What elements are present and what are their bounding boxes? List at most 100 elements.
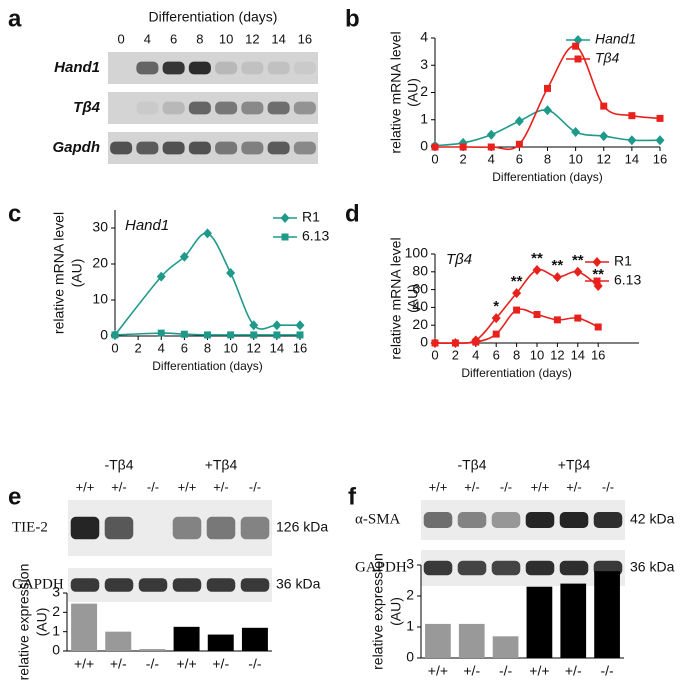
marker [572,42,580,50]
x-tick-label: 10 [568,151,582,166]
marker [593,277,601,285]
blot-band [188,141,211,155]
marker [296,331,304,339]
marker [111,331,119,339]
significance: ** [552,257,564,274]
row-label: Hand1 [54,59,100,76]
x-axis-label: Differentiation (days) [492,170,603,184]
lane-label: +/+ [429,479,448,494]
blot-title: Differentiation (days) [149,9,278,25]
marker [592,257,602,267]
row-label: TIE-2 [12,519,48,535]
x-tick-label: 6 [493,347,500,362]
lane-label: 0 [118,31,125,46]
blot-band [240,578,270,592]
marker [574,55,582,63]
x-tick-label: 0 [111,340,118,355]
blot-band [104,516,134,540]
y-axis-label: (AU) [69,259,85,288]
blot-band [215,101,238,115]
series-line [114,232,300,336]
x-tick-label: 16 [591,347,605,362]
blot-band [206,516,236,540]
marker [515,140,523,148]
marker [552,272,562,283]
y-axis-label: relative mRNA level [51,212,67,334]
bar [139,649,166,651]
bar [458,623,485,658]
x-tick-label: +/- [212,656,229,672]
marker [280,213,290,223]
marker [451,339,459,347]
blot-band [104,578,134,592]
blot-band [162,141,185,155]
blot-band [293,61,316,75]
panel-letter: c [8,200,21,227]
marker [459,143,467,151]
x-tick-label: 16 [653,151,667,166]
blot-band [162,101,185,115]
x-tick-label: 12 [550,347,564,362]
bar [105,631,132,651]
blot-band [188,101,211,115]
marker [487,143,495,151]
blot-band [240,516,270,540]
row-label: GAPDH [355,559,407,575]
y-tick-label: 3 [52,584,60,600]
blot-band [241,101,264,115]
significance: ** [511,273,523,290]
lane-label: -/- [602,479,614,494]
blot-band [423,560,453,576]
legend-label: 6.13 [614,272,641,288]
lane-label: +/+ [76,479,95,494]
y-tick-label: 20 [412,316,428,332]
y-axis-label: (AU) [388,597,404,626]
y-tick-label: 1 [420,110,428,126]
blot-band [525,512,555,528]
blot-band [172,578,202,592]
panel-letter: b [345,5,360,32]
y-tick-label: 0 [100,327,108,343]
bar [526,586,553,658]
x-tick-label: 16 [293,340,307,355]
size-label: 36 kDa [276,576,321,592]
marker [512,288,522,299]
x-tick-label: 8 [544,151,551,166]
panel-letter: e [8,483,21,510]
annotation: Hand1 [125,217,169,234]
blot-band [215,61,238,75]
marker [574,314,582,322]
y-tick-label: 3 [406,556,414,572]
y-tick-label: 3 [420,56,428,72]
x-axis-label: Differentiation (days) [461,366,572,380]
lane-label: 10 [219,31,233,46]
blot-band [491,560,521,576]
x-tick-label: 14 [270,340,284,355]
blot-band [136,61,159,75]
marker [599,131,609,142]
bar [71,603,98,651]
lane-label: +/- [566,479,582,494]
marker [472,338,480,346]
y-tick-label: 20 [92,255,108,271]
bar [173,626,200,651]
y-axis-label: (AU) [405,78,421,107]
y-tick-label: 10 [92,291,108,307]
marker [543,105,552,116]
marker [226,268,236,278]
y-tick-label: 0 [420,334,428,350]
blot-band [70,578,100,592]
legend-label: Hand1 [595,31,636,47]
row-label: α-SMA [355,511,401,527]
bar [207,634,234,651]
marker [203,228,212,239]
marker [295,320,305,331]
x-tick-label: 2 [135,340,142,355]
axis-line [434,38,660,148]
significance: ** [572,252,584,269]
y-axis-label: relative mRNA level [388,31,404,153]
marker [180,330,188,338]
x-tick-label: +/- [110,656,127,672]
lane-label: +/- [213,479,229,494]
row-label: Tβ4 [73,99,100,116]
